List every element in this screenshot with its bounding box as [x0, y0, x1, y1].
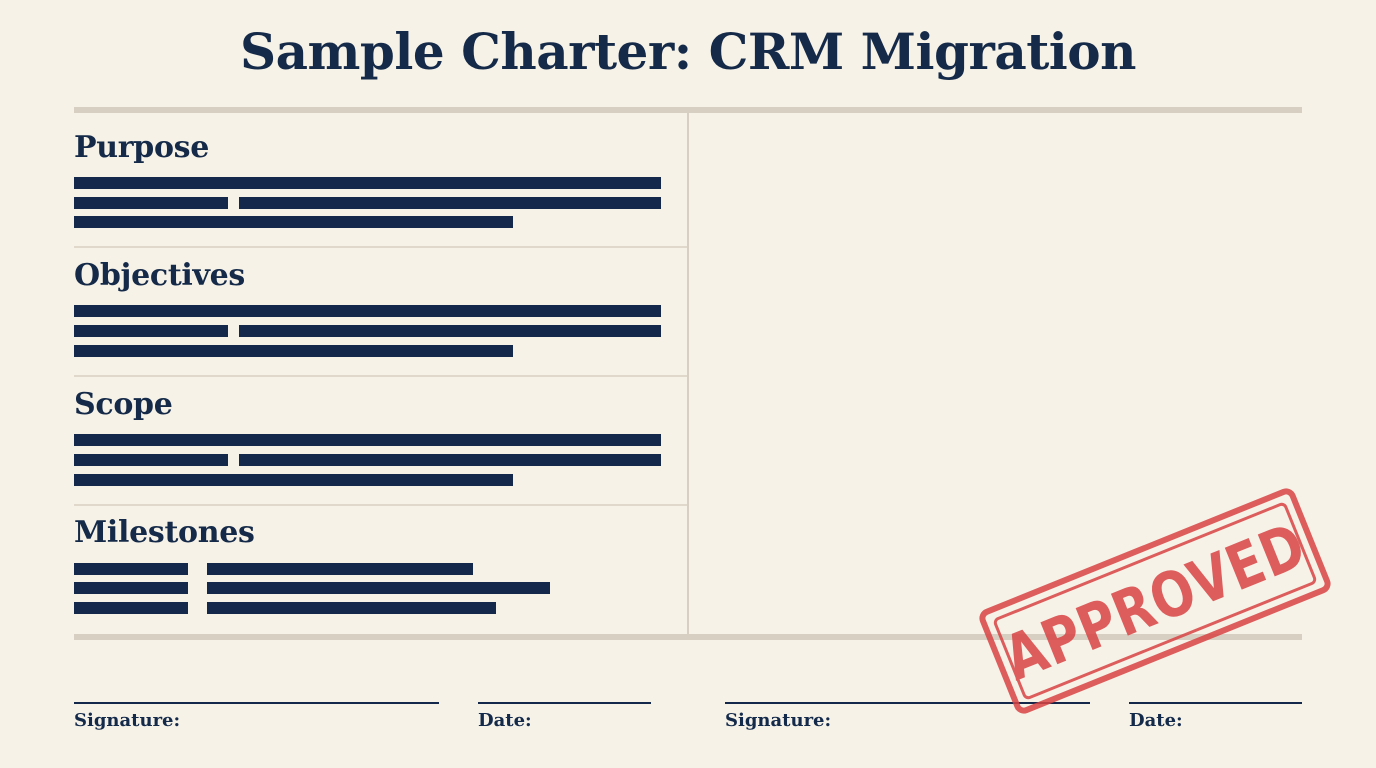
section-heading-purpose: Purpose	[74, 130, 210, 165]
redacted-text-line	[239, 197, 661, 209]
signature-line	[74, 702, 439, 704]
redacted-text-line	[74, 305, 661, 317]
redacted-text-line	[74, 474, 513, 486]
page-title: Sample Charter: CRM Migration	[239, 22, 1137, 81]
signature-line	[725, 702, 1090, 704]
bottom-divider	[74, 634, 1302, 640]
redacted-text-line	[74, 325, 228, 337]
redacted-text-line	[74, 216, 513, 228]
stamp-text: APPROVED	[994, 507, 1316, 695]
stamp-inner-border: APPROVED	[992, 501, 1318, 701]
section-heading-scope: Scope	[74, 387, 173, 422]
redacted-text-line	[74, 602, 188, 614]
redacted-text-line	[207, 602, 496, 614]
redacted-text-line	[74, 197, 228, 209]
section-separator	[74, 375, 687, 377]
date-line	[478, 702, 651, 704]
redacted-text-line	[74, 177, 661, 189]
section-separator	[74, 246, 687, 248]
redacted-text-line	[239, 325, 661, 337]
redacted-text-line	[239, 454, 661, 466]
redacted-text-line	[74, 563, 188, 575]
section-heading-milestones: Milestones	[74, 515, 255, 550]
top-divider	[74, 107, 1302, 113]
redacted-text-line	[74, 434, 661, 446]
redacted-text-line	[74, 582, 188, 594]
redacted-text-line	[74, 454, 228, 466]
redacted-text-line	[74, 345, 513, 357]
date-label: Date:	[1129, 710, 1183, 731]
redacted-text-line	[207, 563, 473, 575]
section-heading-objectives: Objectives	[74, 258, 245, 293]
column-divider	[687, 113, 689, 634]
date-label: Date:	[478, 710, 532, 731]
signature-label: Signature:	[725, 710, 832, 731]
approved-stamp: APPROVED	[976, 485, 1334, 717]
redacted-text-line	[207, 582, 550, 594]
section-separator	[74, 504, 687, 506]
signature-label: Signature:	[74, 710, 181, 731]
date-line	[1129, 702, 1302, 704]
